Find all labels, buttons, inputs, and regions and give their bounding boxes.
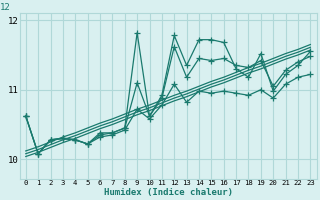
X-axis label: Humidex (Indice chaleur): Humidex (Indice chaleur)	[104, 188, 233, 197]
Text: 12: 12	[0, 3, 11, 12]
